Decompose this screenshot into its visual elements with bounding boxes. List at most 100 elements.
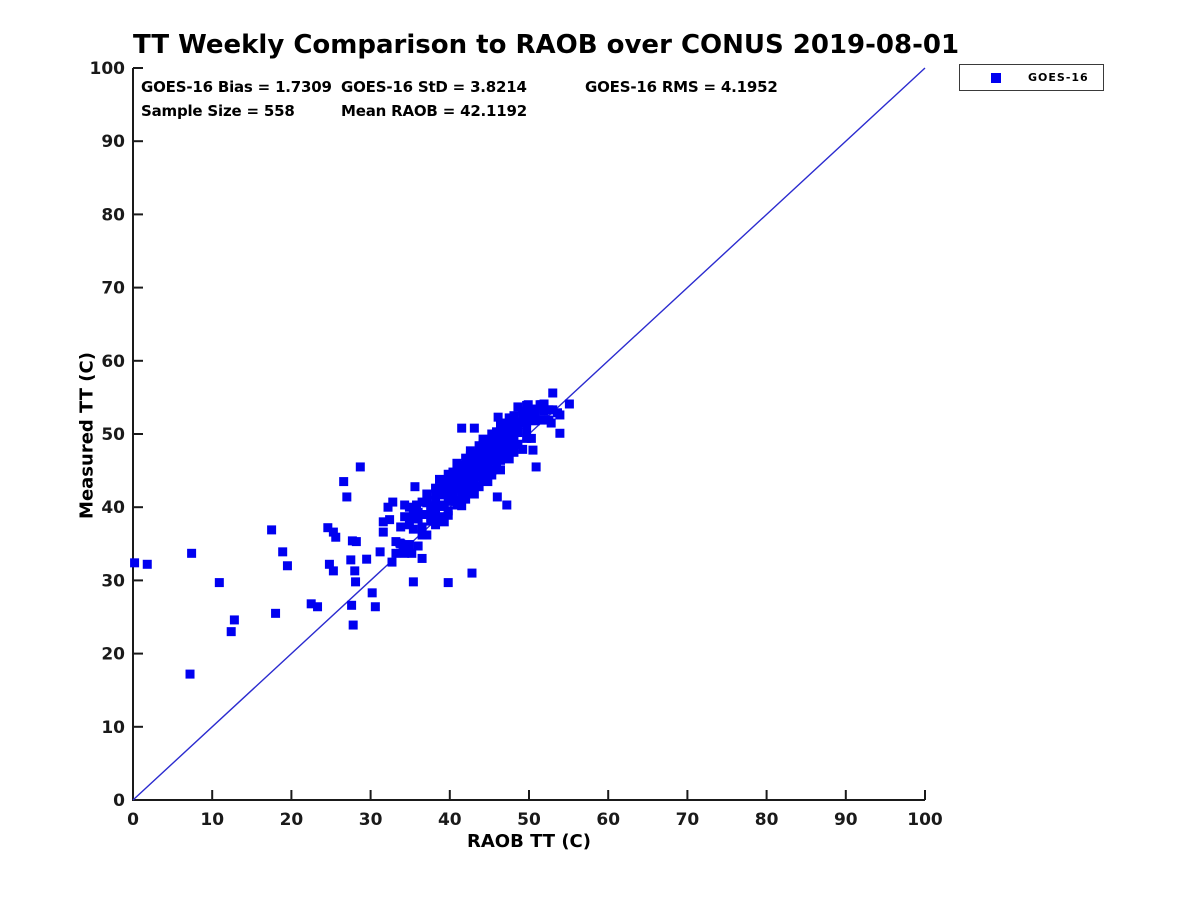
scatter-point bbox=[271, 608, 281, 618]
scatter-point bbox=[469, 482, 479, 492]
scatter-point bbox=[347, 600, 357, 610]
scatter-point bbox=[487, 429, 497, 439]
scatter-point bbox=[452, 458, 462, 468]
scatter-point bbox=[443, 510, 453, 520]
scatter-point bbox=[452, 484, 462, 494]
scatter-point bbox=[467, 568, 477, 578]
scatter-point bbox=[504, 413, 514, 423]
x-tick-label: 10 bbox=[200, 810, 224, 830]
scatter-point bbox=[388, 497, 398, 507]
scatter-point bbox=[526, 433, 536, 443]
scatter-point bbox=[548, 388, 558, 398]
scatter-point bbox=[385, 515, 395, 525]
legend-marker-square-icon bbox=[991, 72, 1001, 83]
scatter-point bbox=[367, 588, 377, 598]
scatter-point bbox=[426, 504, 436, 514]
scatter-point bbox=[306, 599, 316, 609]
scatter-point bbox=[278, 547, 288, 557]
scatter-point bbox=[513, 428, 523, 438]
scatter-point bbox=[413, 507, 423, 517]
scatter-point bbox=[469, 468, 479, 478]
scatter-point bbox=[555, 428, 565, 438]
scatter-point bbox=[417, 522, 427, 532]
scatter-point bbox=[461, 462, 471, 472]
scatter-point bbox=[404, 502, 414, 512]
scatter-point bbox=[370, 602, 380, 612]
y-tick-label: 100 bbox=[90, 59, 126, 79]
scatter-point bbox=[351, 537, 361, 547]
scatter-point bbox=[530, 416, 540, 426]
scatter-point bbox=[461, 494, 471, 504]
scatter-point bbox=[535, 415, 545, 425]
scatter-point bbox=[407, 548, 417, 558]
scatter-point bbox=[513, 417, 523, 427]
stat-bias: GOES-16 Bias = 1.7309 bbox=[141, 78, 332, 96]
scatter-point bbox=[391, 537, 401, 547]
scatter-point bbox=[435, 483, 445, 493]
scatter-point bbox=[487, 438, 497, 448]
scatter-point bbox=[452, 474, 462, 484]
stat-rms: GOES-16 RMS = 4.1952 bbox=[585, 78, 778, 96]
scatter-point bbox=[452, 496, 462, 506]
scatter-point bbox=[362, 554, 372, 564]
scatter-point bbox=[426, 516, 436, 526]
scatter-point bbox=[495, 418, 505, 428]
scatter-point bbox=[328, 527, 338, 537]
scatter-point bbox=[522, 417, 532, 427]
scatter-point bbox=[487, 456, 497, 466]
scatter-point bbox=[474, 482, 484, 492]
scatter-point bbox=[478, 449, 488, 459]
scatter-point bbox=[226, 627, 236, 637]
scatter-point bbox=[443, 496, 453, 506]
scatter-point bbox=[187, 548, 197, 558]
scatter-point bbox=[487, 449, 497, 459]
scatter-point bbox=[396, 539, 406, 549]
chart-title: TT Weekly Comparison to RAOB over CONUS … bbox=[133, 30, 960, 60]
scatter-point bbox=[504, 440, 514, 450]
scatter-point bbox=[346, 555, 356, 565]
scatter-point bbox=[400, 500, 410, 510]
x-tick-label: 70 bbox=[676, 810, 700, 830]
scatter-point bbox=[443, 578, 453, 588]
scatter-point bbox=[478, 471, 488, 481]
scatter-point bbox=[509, 447, 519, 457]
scatter-point bbox=[229, 615, 239, 625]
scatter-point bbox=[478, 439, 488, 449]
scatter-point bbox=[350, 566, 360, 576]
scatter-point bbox=[548, 405, 558, 415]
scatter-point bbox=[461, 453, 471, 463]
scatter-point bbox=[408, 524, 418, 534]
scatter-point bbox=[339, 477, 349, 487]
scatter-point bbox=[539, 399, 549, 409]
scatter-point bbox=[328, 566, 338, 576]
x-tick-label: 40 bbox=[438, 810, 462, 830]
scatter-point bbox=[500, 445, 510, 455]
scatter-point bbox=[435, 500, 445, 510]
scatter-point bbox=[509, 434, 519, 444]
scatter-point bbox=[457, 501, 467, 511]
scatter-point bbox=[553, 408, 563, 418]
scatter-point bbox=[324, 559, 334, 569]
y-tick-label: 70 bbox=[101, 279, 125, 299]
scatter-point bbox=[417, 497, 427, 507]
scatter-point bbox=[518, 444, 528, 454]
scatter-point bbox=[375, 547, 385, 557]
stat-sample-size: Sample Size = 558 bbox=[141, 102, 295, 120]
scatter-point bbox=[413, 541, 423, 551]
scatter-point bbox=[487, 470, 497, 480]
scatter-point bbox=[518, 411, 528, 421]
scatter-point bbox=[443, 490, 453, 500]
scatter-point bbox=[214, 578, 224, 588]
legend: GOES-16 bbox=[959, 64, 1104, 91]
scatter-point bbox=[530, 408, 540, 418]
scatter-point bbox=[404, 540, 414, 550]
scatter-point bbox=[400, 512, 410, 522]
scatter-point bbox=[391, 548, 401, 558]
scatter-point bbox=[431, 520, 441, 530]
scatter-point bbox=[469, 423, 479, 433]
y-tick-label: 0 bbox=[113, 791, 125, 811]
x-tick-label: 30 bbox=[359, 810, 383, 830]
scatter-point bbox=[469, 462, 479, 472]
scatter-point bbox=[492, 492, 502, 502]
